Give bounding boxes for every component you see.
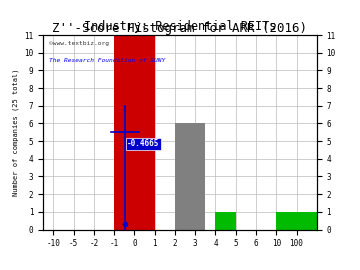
Bar xyxy=(114,35,155,230)
Title: Z''-Score Histogram for ARR (2016): Z''-Score Histogram for ARR (2016) xyxy=(53,22,307,35)
Bar xyxy=(175,123,205,230)
Text: -0.4665: -0.4665 xyxy=(127,139,159,148)
Text: ©www.textbiz.org: ©www.textbiz.org xyxy=(49,41,109,46)
Bar xyxy=(216,212,236,230)
Text: Industry: Residential REITs: Industry: Residential REITs xyxy=(84,20,276,33)
Y-axis label: Number of companies (25 total): Number of companies (25 total) xyxy=(12,69,19,196)
Bar xyxy=(276,212,317,230)
Text: The Research Foundation of SUNY: The Research Foundation of SUNY xyxy=(49,58,165,63)
